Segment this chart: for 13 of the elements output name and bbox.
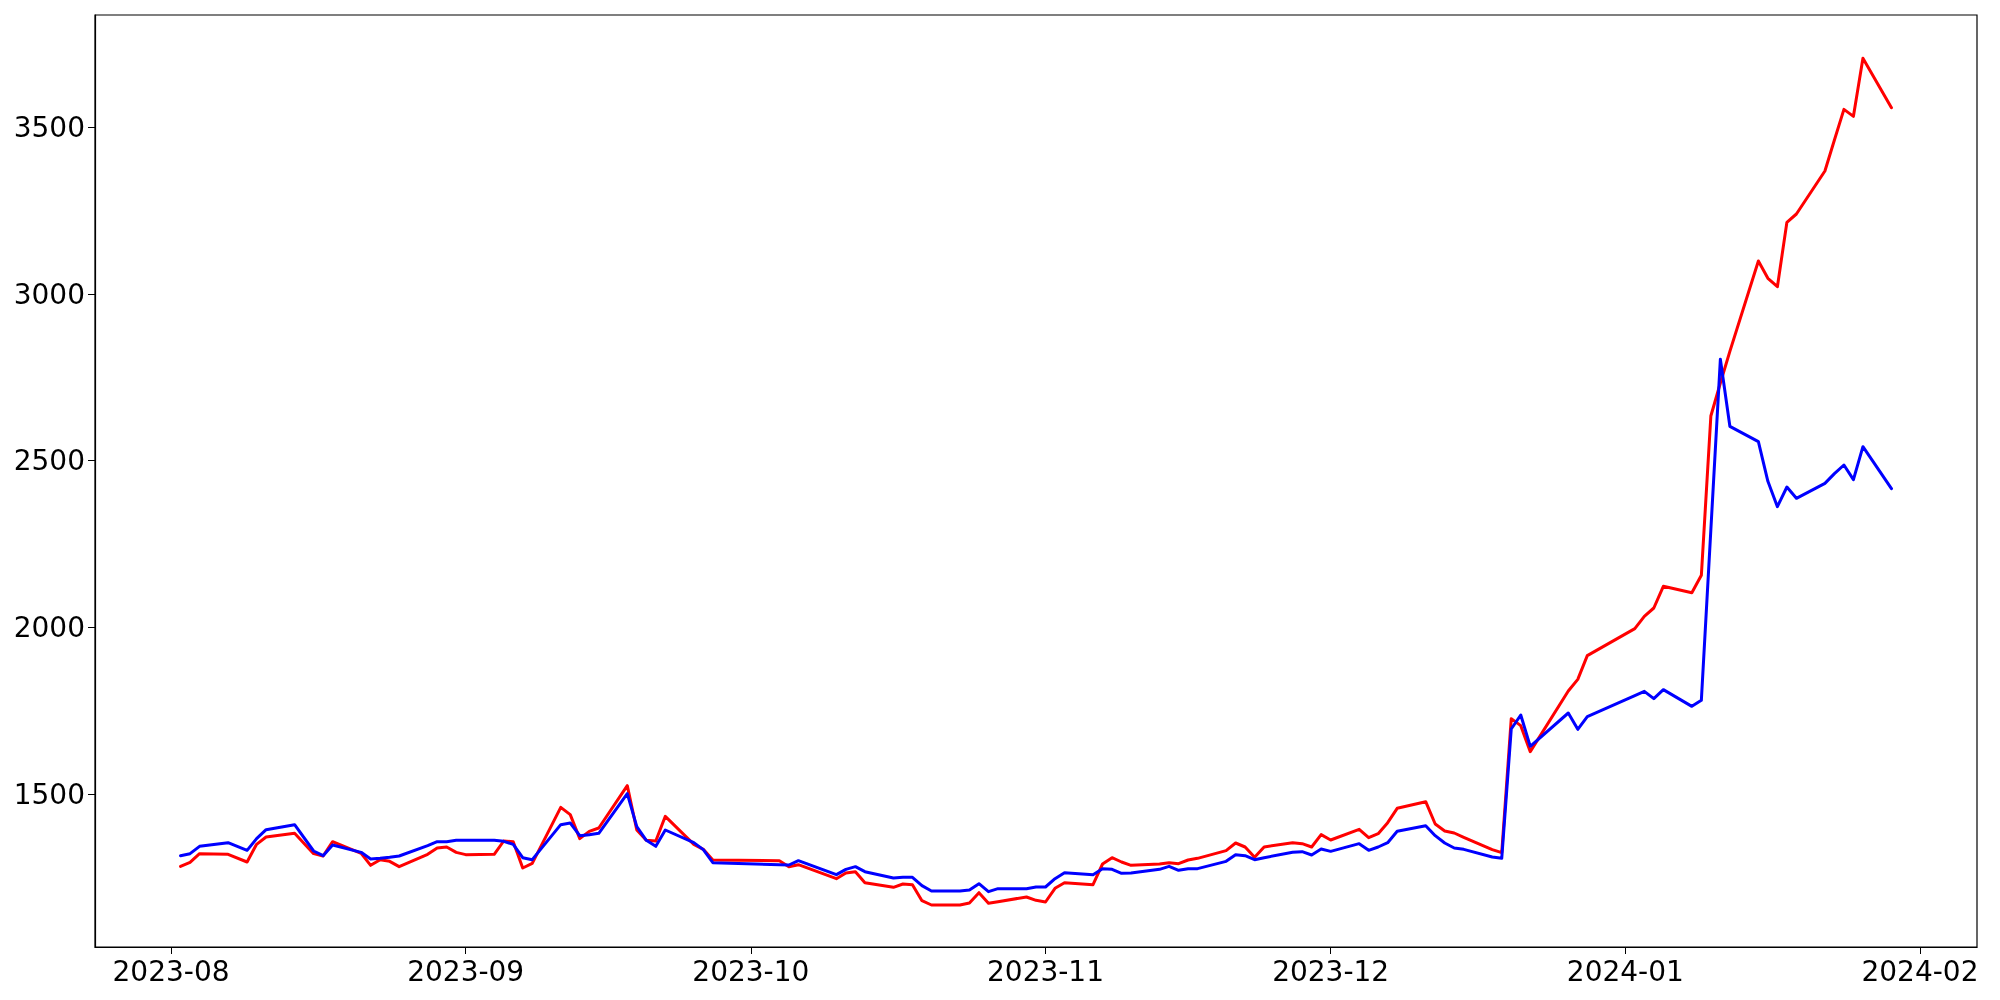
x-tick-label: 2023-10 (692, 954, 810, 988)
x-tick-label: 2023-11 (987, 954, 1105, 988)
x-tick-label: 2023-08 (112, 954, 230, 988)
x-tick-label: 2023-12 (1272, 954, 1390, 988)
x-tick-label: 2023-09 (407, 954, 525, 988)
y-tick-label: 3000 (13, 277, 85, 311)
y-tick-label: 2000 (13, 610, 85, 644)
x-tick-label: 2024-02 (1861, 954, 1979, 988)
line-series (179, 357, 1893, 894)
y-tick-label: 3500 (13, 110, 85, 144)
y-tick-label: 1500 (13, 777, 85, 811)
x-tick-label: 2024-01 (1566, 954, 1684, 988)
y-tick-label: 2500 (13, 444, 85, 478)
